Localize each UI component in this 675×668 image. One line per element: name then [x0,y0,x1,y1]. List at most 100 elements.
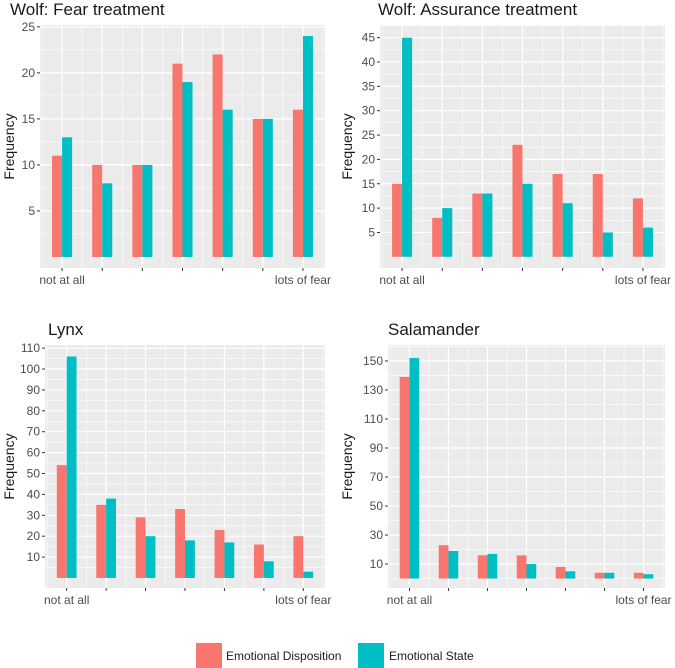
y-tick-label: 40 [362,55,376,69]
y-tick-label: 150 [363,354,383,368]
bar-emotional-disposition [175,509,185,578]
bar-emotional-state [222,109,233,257]
y-tick-label: 70 [27,425,41,439]
y-tick-label: 5 [28,204,35,218]
bar-emotional-state [182,82,193,257]
bar-emotional-disposition [212,54,223,257]
legend-label-emotional-state: Emotional State [389,649,474,663]
y-tick-label: 15 [22,112,36,126]
bar-emotional-state [185,540,195,578]
y-tick-label: 10 [27,550,41,564]
panel-1: 5 10 15 20 25 not at all lots of fear Wolf: Fea… [1,0,331,287]
y-tick-label: 90 [370,441,384,455]
y-tick-label: 80 [27,404,41,418]
y-axis-label: Frequency [339,433,355,499]
bar-emotional-state [562,203,573,257]
bar-emotional-disposition [135,517,146,578]
bar-emotional-disposition [432,217,443,257]
y-tick-label: 45 [362,31,376,45]
bar-emotional-disposition [594,572,605,579]
y-tick-label: 50 [27,466,41,480]
bar-emotional-state [487,553,498,579]
bar-emotional-disposition [214,529,225,578]
panel-3: 10 20 30 40 50 60 70 80 90 100 110 not at all lots o… [1,320,331,607]
y-tick-label: 30 [362,104,376,118]
bar-emotional-disposition [252,118,263,257]
x-tick-label: lots of fear [275,273,331,287]
bar-emotional-disposition [399,376,410,579]
y-tick-label: 50 [370,499,384,513]
y-tick-label: 35 [362,79,376,93]
bar-emotional-disposition [632,198,643,257]
y-tick-label: 40 [27,487,41,501]
bar-emotional-state [402,37,413,257]
bar-emotional-state [224,542,235,578]
y-tick-label: 100 [20,362,40,376]
y-tick-label: 30 [27,508,41,522]
y-tick-label: 10 [362,201,376,215]
x-tick-label: lots of fear [275,593,331,607]
bar-emotional-state [62,137,73,257]
bar-emotional-disposition [56,465,67,578]
panel-title: Lynx [48,320,84,339]
bar-emotional-state [604,572,615,579]
bar-emotional-state [526,564,537,579]
y-tick-label: 5 [368,225,375,239]
y-tick-label: 20 [362,152,376,166]
bar-emotional-state [66,356,77,578]
bar-emotional-state [145,536,156,578]
bar-emotional-state [102,183,113,257]
legend-key-emotional-disposition [196,643,222,668]
y-axis-label: Frequency [1,433,17,499]
panel-4: 10 30 50 70 90 110 130 150 not at all lots of fea… [339,320,672,607]
y-axis-label: Frequency [1,113,17,179]
bar-emotional-state [262,118,273,257]
bar-emotional-state [263,561,274,578]
bar-emotional-state [303,571,314,578]
bar-emotional-state [442,208,453,257]
bar-emotional-state [302,36,313,257]
y-tick-label: 110 [21,341,40,355]
bar-emotional-disposition [477,555,488,579]
bar-emotional-state [642,227,653,257]
bar-emotional-disposition [172,63,183,257]
y-tick-label: 10 [22,158,36,172]
x-tick-label: not at all [387,593,432,607]
bar-emotional-state [565,571,576,579]
panel-title: Salamander [388,320,480,339]
bar-emotional-disposition [552,174,563,257]
bar-emotional-state [522,183,533,257]
bar-emotional-state [448,551,459,579]
bar-emotional-disposition [472,193,483,257]
y-tick-label: 15 [362,177,376,191]
bar-emotional-disposition [392,183,403,257]
bar-emotional-state [482,193,493,257]
legend-label-emotional-disposition: Emotional Disposition [226,649,341,663]
bar-emotional-disposition [96,504,107,578]
bar-emotional-state [142,164,153,257]
bar-emotional-state [409,358,420,579]
y-tick-label: 25 [22,20,36,34]
bar-emotional-disposition [292,109,303,257]
y-tick-label: 30 [370,528,384,542]
y-tick-label: 10 [370,557,384,571]
bar-emotional-disposition [512,144,523,257]
legend-key-emotional-state [358,643,384,668]
bar-emotional-disposition [92,164,103,257]
bar-emotional-disposition [132,164,143,257]
panel-title: Wolf: Fear treatment [10,0,165,19]
panel-2: 5 10 15 20 25 30 35 40 45 not at all lots of fear W… [339,0,671,287]
bar-emotional-disposition [52,155,63,257]
bar-emotional-disposition [254,544,264,578]
bar-emotional-disposition [438,545,449,579]
x-tick-label: not at all [379,273,424,287]
x-tick-label: not at all [44,593,89,607]
y-tick-label: 90 [27,383,41,397]
x-tick-label: lots of fear [616,593,672,607]
bar-emotional-state [643,574,654,579]
bar-emotional-disposition [555,566,566,579]
y-axis-label: Frequency [339,113,355,179]
bar-emotional-disposition [293,536,304,578]
bar-emotional-disposition [592,174,603,257]
